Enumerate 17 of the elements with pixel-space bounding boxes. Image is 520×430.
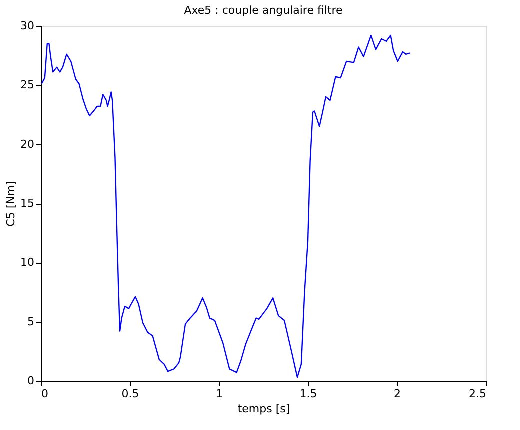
line-series xyxy=(41,34,411,378)
x-axis-title: temps [s] xyxy=(238,402,290,416)
x-tick-label: 1.5 xyxy=(300,388,318,400)
x-tick-label: 2 xyxy=(394,388,401,400)
chart-title: Axe5 : couple angulaire filtre xyxy=(184,4,344,17)
x-tick-label: 0.5 xyxy=(122,388,140,400)
y-tick-label: 20 xyxy=(20,138,34,151)
x-tick-label: 0 xyxy=(42,388,48,400)
y-tick-label: 15 xyxy=(20,197,34,210)
y-axis-title: C5 [Nm] xyxy=(4,181,18,227)
y-tick-label: 30 xyxy=(20,20,34,32)
y-tick-label: 25 xyxy=(20,78,34,92)
y-tick-label: 5 xyxy=(28,315,34,328)
x-tick-label: 2.5 xyxy=(469,388,486,400)
x-tick-label: 1 xyxy=(216,388,223,400)
y-tick-label: 0 xyxy=(28,374,34,388)
y-tick-label: 10 xyxy=(20,256,34,270)
